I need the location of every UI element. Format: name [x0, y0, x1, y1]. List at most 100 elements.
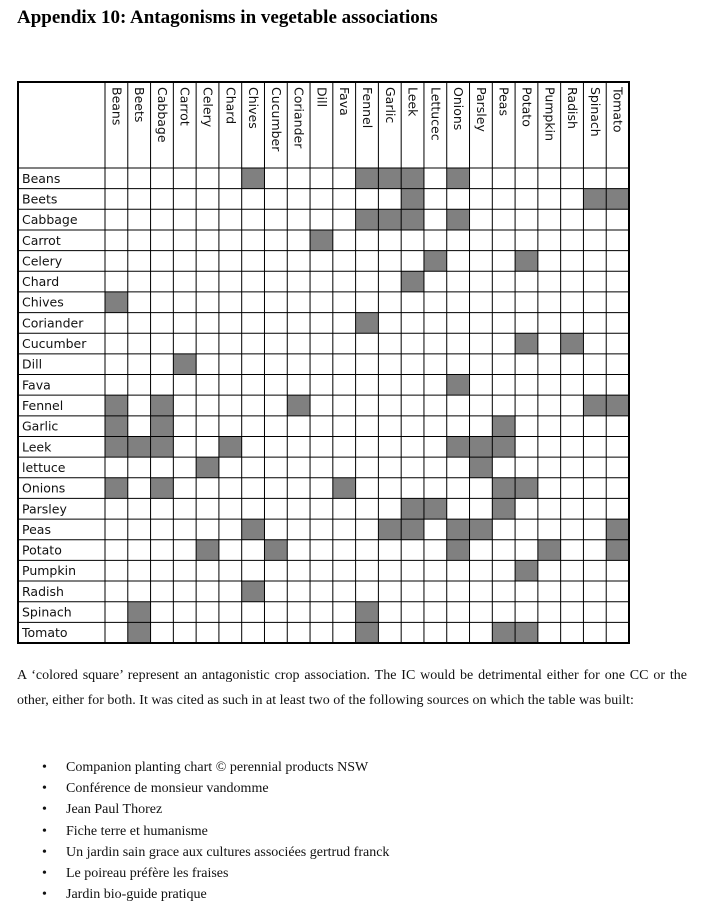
- source-item: • Conférence de monsieur vandomme: [17, 778, 389, 799]
- row-header-spinach: Spinach: [22, 605, 72, 620]
- antagonism-cell-beets-tomato: [606, 188, 629, 210]
- antagonism-cell-leek-onions: [446, 436, 470, 458]
- antagonism-cell-peas-onions: [446, 519, 470, 540]
- column-header-spinach: Spinach: [588, 87, 603, 137]
- antagonism-cell-peas-chives: [241, 519, 265, 540]
- row-header-fennel: Fennel: [22, 398, 63, 413]
- antagonism-cell-garlic-cabbage: [150, 415, 174, 437]
- source-text: Jardin bio-guide pratique: [66, 887, 207, 903]
- source-text: Fiche terre et humanisme: [66, 823, 208, 839]
- row-header-tomato: Tomato: [21, 625, 68, 640]
- page-title: Appendix 10: Antagonisms in vegetable as…: [17, 7, 438, 28]
- antagonism-cell-cabbage-fennel: [355, 209, 379, 230]
- column-header-garlic: Garlic: [383, 87, 398, 123]
- antagonism-cell-celery-potato: [515, 250, 538, 272]
- antagonism-cell-beans-fennel: [355, 168, 379, 189]
- antagonism-cell-fennel-spinach: [583, 395, 607, 416]
- column-header-cabbage: Cabbage: [155, 87, 170, 143]
- bullet-icon: •: [42, 887, 47, 903]
- row-header-leek: Leek: [22, 439, 52, 454]
- antagonism-cell-beans-garlic: [378, 168, 402, 189]
- row-header-beans: Beans: [22, 171, 60, 186]
- antagonism-cell-potato-pumpkin: [537, 539, 561, 561]
- antagonism-cell-tomato-fennel: [355, 622, 379, 643]
- antagonism-cell-potato-onions: [446, 539, 470, 561]
- column-header-lettucec: Lettucec: [428, 87, 443, 141]
- antagonism-cell-cabbage-leek: [401, 209, 424, 230]
- antagonism-cell-coriander-fennel: [355, 312, 379, 334]
- antagonism-cell-carrot-dill: [310, 229, 333, 251]
- antagonism-cell-peas-parsley: [469, 519, 493, 540]
- antagonism-cell-fennel-beans: [105, 395, 128, 416]
- column-header-celery: Celery: [201, 87, 216, 128]
- row-header-fava: Fava: [22, 377, 51, 392]
- column-header-leek: Leek: [406, 87, 421, 117]
- antagonism-table: Beans Beets Cabbage Carrot Celery Chard Chives…: [17, 81, 630, 644]
- antagonism-cell-parsley-leek: [401, 498, 424, 520]
- row-header-dill: Dill: [22, 357, 42, 372]
- antagonism-cell-peas-tomato: [606, 519, 629, 540]
- antagonism-cell-potato-celery: [196, 539, 219, 561]
- column-header-coriander: Coriander: [292, 87, 307, 149]
- row-header-cabbage: Cabbage: [22, 212, 78, 227]
- antagonism-cell-potato-tomato: [606, 539, 629, 561]
- antagonism-cell-leek-peas: [492, 436, 516, 458]
- antagonism-cell-leek-beans: [105, 436, 128, 458]
- column-header-chard: Chard: [223, 87, 238, 124]
- antagonism-cell-lettuce-celery: [196, 457, 219, 478]
- antagonism-cell-fennel-tomato: [606, 395, 629, 416]
- row-header-peas: Peas: [22, 522, 51, 537]
- column-header-peas: Peas: [497, 87, 512, 116]
- source-text: Conférence de monsieur vandomme: [66, 781, 269, 797]
- antagonism-cell-beans-chives: [241, 168, 265, 189]
- description-paragraph: A ‘colored square’ represent an antagoni…: [17, 668, 687, 708]
- antagonism-cell-garlic-peas: [492, 415, 516, 437]
- row-header-potato: Potato: [22, 543, 62, 558]
- antagonism-cell-chives-beans: [105, 291, 128, 313]
- antagonism-cell-tomato-peas: [492, 622, 516, 643]
- antagonism-cell-onions-beans: [105, 477, 128, 499]
- antagonism-cell-leek-cabbage: [150, 436, 174, 458]
- antagonism-cell-potato-cucumber: [264, 539, 288, 561]
- column-header-tomato: Tomato: [611, 86, 626, 133]
- antagonism-cell-fava-onions: [446, 374, 470, 396]
- antagonism-cell-tomato-potato: [515, 622, 538, 643]
- antagonism-cell-cucumber-potato: [515, 333, 538, 354]
- row-header-onions: Onions: [22, 481, 65, 496]
- antagonism-cell-beans-onions: [446, 168, 470, 189]
- antagonism-cell-leek-beets: [127, 436, 151, 458]
- row-header-chard: Chard: [22, 274, 59, 289]
- antagonism-cell-garlic-beans: [105, 415, 128, 437]
- sources-list: • Companion planting chart © perennial pr…: [17, 757, 389, 905]
- row-header-chives: Chives: [22, 295, 64, 310]
- source-text: Un jardin sain grace aux cultures associ…: [66, 844, 390, 860]
- antagonism-cell-cabbage-onions: [446, 209, 470, 230]
- row-header-beets: Beets: [22, 191, 57, 206]
- column-header-parsley: Parsley: [474, 87, 489, 132]
- antagonism-cell-leek-parsley: [469, 436, 493, 458]
- column-header-beets: Beets: [132, 87, 147, 122]
- source-item: • Jardin bio-guide pratique: [17, 884, 389, 905]
- antagonism-cell-spinach-beets: [127, 601, 151, 623]
- antagonism-cell-onions-fava: [332, 477, 356, 499]
- column-header-chives: Chives: [246, 87, 261, 129]
- source-item: • Jean Paul Thorez: [17, 799, 389, 820]
- column-header-pumpkin: Pumpkin: [542, 87, 557, 141]
- antagonism-cell-beans-leek: [401, 168, 424, 189]
- row-header-carrot: Carrot: [22, 233, 61, 248]
- antagonism-cell-leek-chard: [218, 436, 242, 458]
- source-item: • Fiche terre et humanisme: [17, 821, 389, 842]
- column-header-dill: Dill: [314, 87, 329, 107]
- antagonism-cell-onions-potato: [515, 477, 538, 499]
- antagonism-cell-beets-leek: [401, 188, 424, 210]
- bullet-icon: •: [42, 844, 47, 860]
- row-header-cucumber: Cucumber: [22, 336, 87, 351]
- row-header-celery: Celery: [22, 253, 63, 268]
- antagonism-cell-peas-leek: [401, 519, 424, 540]
- column-header-cucumber: Cucumber: [269, 87, 284, 152]
- source-item: • Le poireau préfère les fraises: [17, 863, 389, 884]
- antagonism-cell-parsley-lettucec: [423, 498, 447, 520]
- column-header-radish: Radish: [565, 87, 580, 129]
- antagonism-cell-celery-lettucec: [423, 250, 447, 272]
- antagonism-cell-pumpkin-potato: [515, 560, 538, 582]
